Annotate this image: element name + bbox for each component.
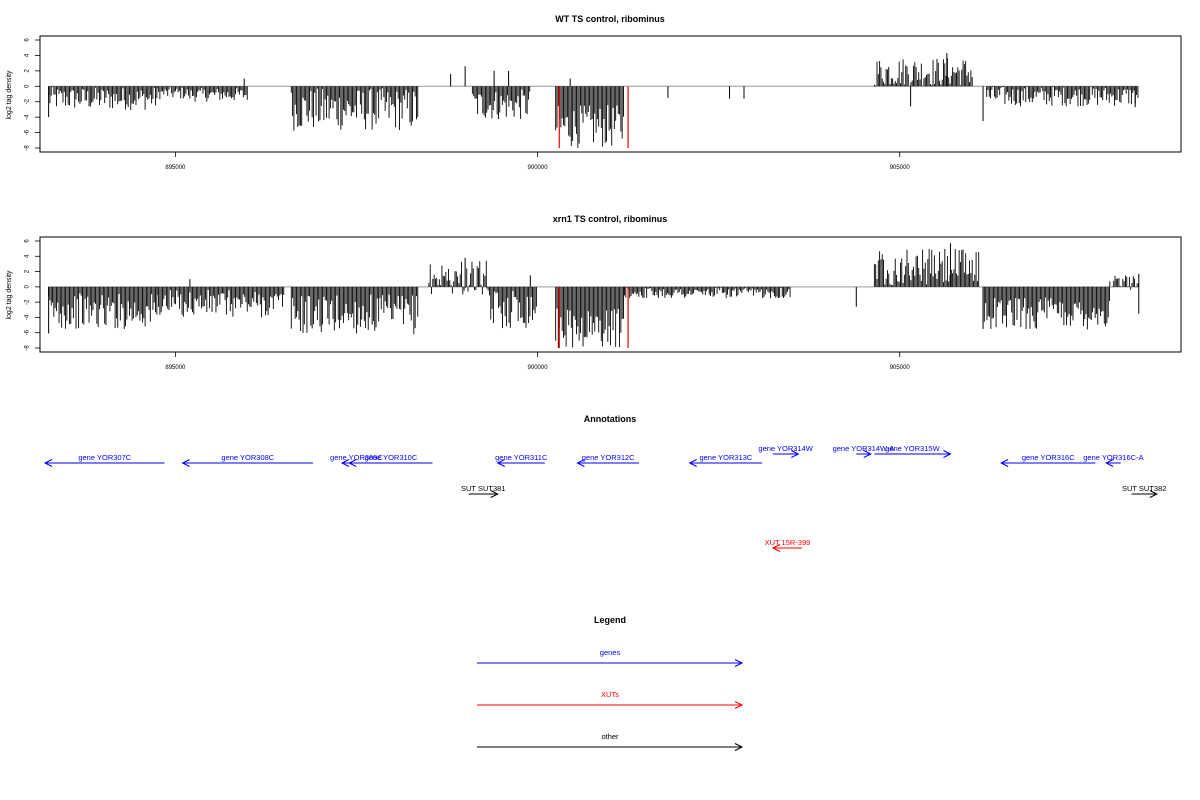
annotation-feature: gene YOR307C — [43, 453, 165, 467]
feature-label: gene YOR307C — [78, 453, 131, 462]
legend-entry: XUTs — [477, 690, 744, 709]
annotation-feature: gene YOR310C — [348, 453, 433, 467]
legend-arrow-head — [734, 659, 744, 667]
panel-xrn1-plot: -8 -6 -4 -2 0 2 4 6 895000 900000 905000 — [25, 236, 1182, 371]
feature-label: gene YOR308C — [221, 453, 274, 462]
panel-wt-ylabel: log2 tag density — [6, 70, 13, 120]
legend-title: Legend — [594, 615, 626, 625]
feature-arrow-head — [1149, 490, 1159, 498]
feature-arrow-head — [771, 544, 781, 552]
x-tick-label: 900000 — [528, 365, 549, 371]
feature-arrow-head — [348, 459, 357, 467]
feature-arrow-head — [340, 459, 350, 467]
legend-entry: other — [477, 732, 744, 751]
annotations-title: Annotations — [584, 414, 637, 424]
feature-arrow-head — [490, 490, 499, 498]
annotation-feature: gene YOR314W-A — [833, 444, 895, 458]
feature-arrow-head — [1000, 459, 1009, 467]
feature-arrow-head — [688, 459, 697, 467]
panel-xrn1: xrn1 TS control, ribominus log2 tag dens… — [6, 214, 1182, 371]
y-tick-label: -4 — [25, 114, 31, 120]
y-tick-label: -6 — [25, 329, 31, 335]
x-tick-label: 900000 — [528, 165, 549, 171]
y-tick-label: 6 — [25, 38, 31, 42]
annotation-feature: XUT 15R-399 — [765, 538, 811, 552]
feature-arrow-head — [791, 450, 800, 458]
annotation-feature: gene YOR313C — [688, 453, 763, 467]
feature-arrow-head — [1105, 459, 1114, 467]
plot-frame — [39, 35, 1182, 153]
panel-xrn1-title: xrn1 TS control, ribominus — [553, 214, 668, 224]
y-tick-label: -2 — [25, 98, 31, 104]
panel-wt: WT TS control, ribominus log2 tag densit… — [6, 14, 1182, 171]
x-tick-label: 895000 — [165, 165, 186, 171]
feature-label: gene YOR316C-A — [1083, 453, 1143, 462]
annotation-feature: gene YOR308C — [181, 453, 314, 467]
annotation-feature: gene YOR311C — [495, 453, 548, 467]
annotation-feature: gene YOR316C-A — [1083, 453, 1144, 467]
y-tick-label: 4 — [25, 53, 31, 57]
feature-label: gene YOR310C — [364, 453, 417, 462]
y-tick-label: 0 — [25, 285, 31, 289]
y-tick-label: -8 — [25, 145, 31, 151]
legend-label: XUTs — [601, 690, 619, 699]
legend-label: other — [601, 732, 619, 741]
y-tick-label: 2 — [25, 269, 31, 273]
y-tick-label: -8 — [25, 345, 31, 351]
y-tick-label: -2 — [25, 299, 31, 305]
y-tick-label: -4 — [25, 314, 31, 320]
feature-label: gene YOR316C — [1022, 453, 1075, 462]
annotation-feature: gene YOR312C — [576, 453, 639, 467]
legend-label: genes — [600, 648, 621, 657]
legend-entries: genes XUTs other — [477, 648, 744, 751]
feature-arrow-head — [863, 450, 872, 458]
annotation-tracks: gene YOR307C gene YOR308C gene YOR309Cgene… — [43, 444, 1166, 552]
feature-arrow-head — [181, 459, 190, 467]
annotation-feature: SUT SUT381 — [461, 484, 505, 498]
feature-label: gene YOR313C — [699, 453, 752, 462]
x-tick-label: 895000 — [165, 365, 186, 371]
legend-entry: genes — [477, 648, 744, 667]
y-tick-label: 2 — [25, 69, 31, 73]
legend-arrow-head — [734, 743, 744, 751]
legend-panel: Legend genes XUTs other — [477, 615, 744, 751]
panel-wt-plot: -8 -6 -4 -2 0 2 4 6 895000 900000 905000 — [25, 35, 1182, 171]
feature-label: gene YOR312C — [582, 453, 635, 462]
feature-label: gene YOR314W-A — [833, 444, 895, 453]
feature-label: XUT 15R-399 — [765, 538, 811, 547]
legend-arrow-head — [734, 701, 744, 709]
x-tick-label: 905000 — [890, 365, 911, 371]
y-tick-label: 0 — [25, 84, 31, 88]
feature-arrow-head — [43, 459, 53, 467]
annotations-panel: Annotations gene YOR307C gene YOR308C gene… — [43, 414, 1166, 552]
plot-frame — [39, 236, 1182, 353]
feature-arrow-head — [576, 459, 585, 467]
annotation-feature: gene YOR315W — [874, 444, 952, 458]
feature-label: SUT SUT382 — [1122, 484, 1166, 493]
feature-label: gene YOR315W — [885, 444, 940, 453]
feature-arrow-head — [943, 450, 952, 458]
y-tick-label: 6 — [25, 239, 31, 243]
y-tick-label: -6 — [25, 129, 31, 135]
annotation-feature: gene YOR316C — [1000, 453, 1096, 467]
annotation-feature: SUT SUT382 — [1122, 484, 1166, 498]
feature-arrow-head — [496, 459, 505, 467]
annotation-feature: gene YOR314W — [758, 444, 814, 458]
feature-label: gene YOR314W — [758, 444, 813, 453]
feature-label: gene YOR309C — [330, 453, 383, 462]
y-tick-label: 4 — [25, 254, 31, 258]
panel-wt-title: WT TS control, ribominus — [555, 14, 665, 24]
x-tick-label: 905000 — [890, 165, 911, 171]
feature-label: gene YOR311C — [495, 453, 548, 462]
feature-label: SUT SUT381 — [461, 484, 505, 493]
panel-xrn1-ylabel: log2 tag density — [6, 270, 13, 320]
